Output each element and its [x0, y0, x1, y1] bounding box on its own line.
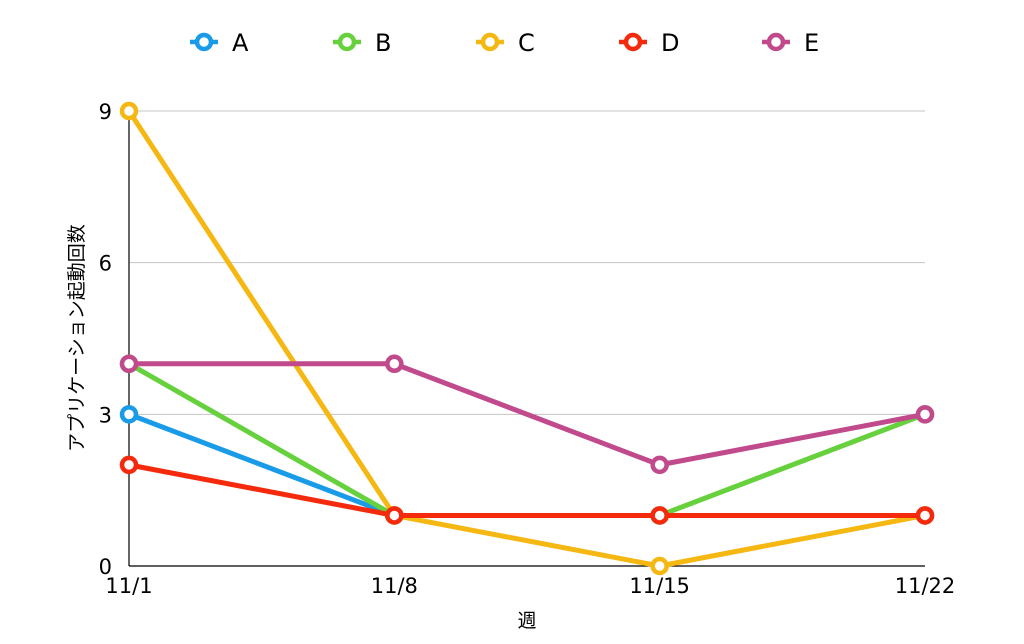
legend-marker-C	[480, 32, 500, 52]
data-point-D-11/1[interactable]	[119, 455, 139, 475]
legend-item-B: B	[333, 29, 391, 57]
y-axis-title: アプリケーション起動回数	[66, 224, 88, 452]
series-C	[119, 101, 935, 576]
y-tick-label: 0	[99, 555, 112, 579]
data-point-E-11/22[interactable]	[915, 405, 935, 424]
y-tick-label: 9	[99, 100, 112, 124]
series-line-E	[126, 361, 928, 468]
series-E	[119, 354, 935, 475]
series-A	[119, 405, 935, 525]
grid-lines	[129, 110, 925, 415]
legend-item-C: C	[476, 29, 535, 57]
legend-marker-D	[623, 32, 643, 52]
legend-label-D: D	[661, 29, 679, 57]
x-tick-label: 11/22	[895, 574, 956, 598]
data-point-D-11/15[interactable]	[650, 506, 669, 525]
data-point-D-11/22[interactable]	[915, 506, 935, 525]
legend-marker-E	[766, 32, 786, 52]
series-line-D	[126, 462, 928, 518]
y-tick-label: 6	[99, 252, 112, 276]
data-point-C-11/15[interactable]	[650, 556, 669, 576]
legend-marker-B	[337, 32, 357, 52]
data-point-D-11/8[interactable]	[385, 506, 404, 525]
x-tick-label: 11/1	[105, 574, 152, 598]
legend-label-A: A	[232, 29, 249, 57]
data-point-E-11/1[interactable]	[119, 354, 139, 374]
data-point-C-11/1[interactable]	[119, 101, 139, 121]
x-tick-label: 11/8	[371, 574, 418, 598]
legend-item-D: D	[619, 29, 679, 57]
series-line-C	[126, 108, 928, 569]
x-tick-label: 11/15	[629, 574, 690, 598]
series-D	[119, 455, 935, 525]
x-axis-title: 週	[517, 610, 536, 632]
legend-label-B: B	[375, 29, 391, 57]
data-point-E-11/8[interactable]	[385, 354, 404, 374]
series-group	[119, 101, 935, 576]
legend-item-A: A	[190, 29, 249, 57]
legend-marker-A	[194, 32, 214, 52]
axes: 0 3 6 9 11/1 11/8 11/15 11/22	[99, 100, 956, 598]
data-point-A-11/1[interactable]	[119, 405, 139, 424]
legend-label-C: C	[518, 29, 535, 57]
series-B	[119, 354, 935, 525]
legend: A B C D E	[190, 29, 819, 57]
legend-label-E: E	[804, 29, 819, 57]
y-tick-label: 3	[99, 403, 112, 427]
data-point-E-11/15[interactable]	[650, 455, 669, 475]
legend-item-E: E	[762, 29, 819, 57]
